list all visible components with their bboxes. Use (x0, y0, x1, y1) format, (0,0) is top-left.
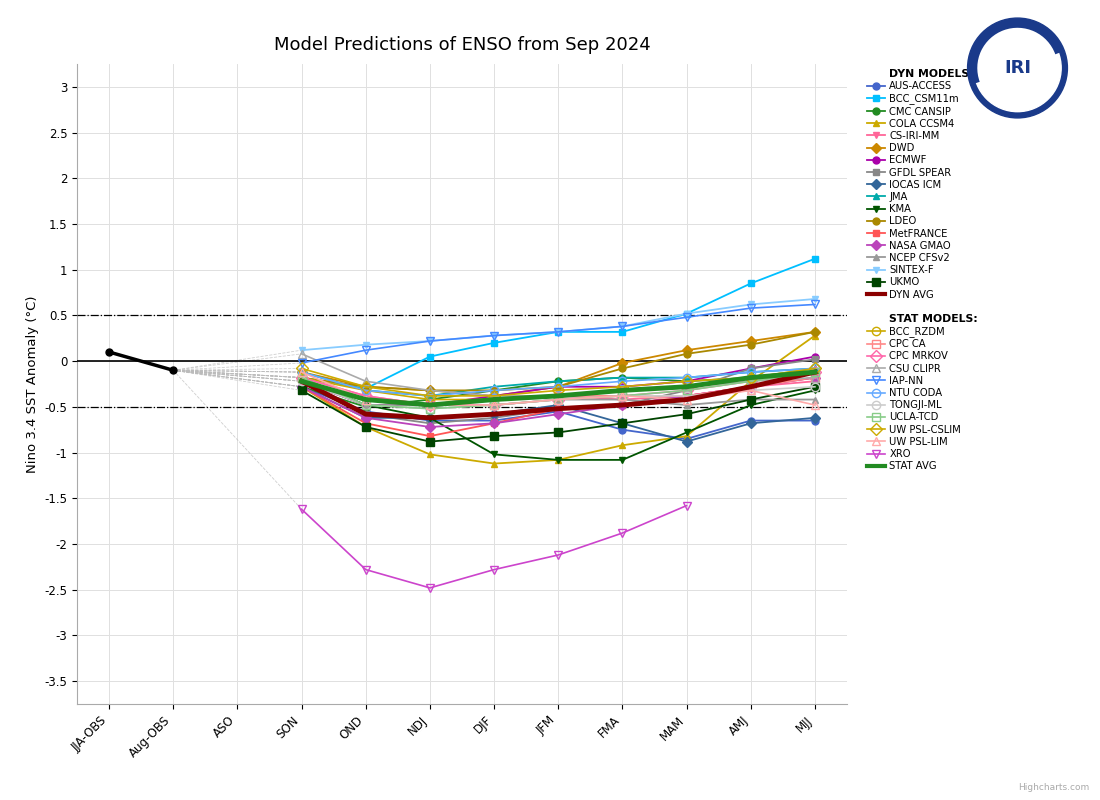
Text: Highcharts.com: Highcharts.com (1018, 783, 1089, 792)
Circle shape (968, 18, 1067, 118)
Y-axis label: Nino 3.4 SST Anomaly (°C): Nino 3.4 SST Anomaly (°C) (25, 295, 39, 473)
Text: IRI: IRI (1004, 59, 1031, 77)
Legend: DYN MODELS:, AUS-ACCESS, BCC_CSM11m, CMC CANSIP, COLA CCSM4, CS-IRI-MM, DWD, ECM: DYN MODELS:, AUS-ACCESS, BCC_CSM11m, CMC… (868, 69, 978, 471)
Circle shape (984, 34, 1050, 102)
Title: Model Predictions of ENSO from Sep 2024: Model Predictions of ENSO from Sep 2024 (274, 36, 650, 54)
Circle shape (974, 24, 1062, 112)
